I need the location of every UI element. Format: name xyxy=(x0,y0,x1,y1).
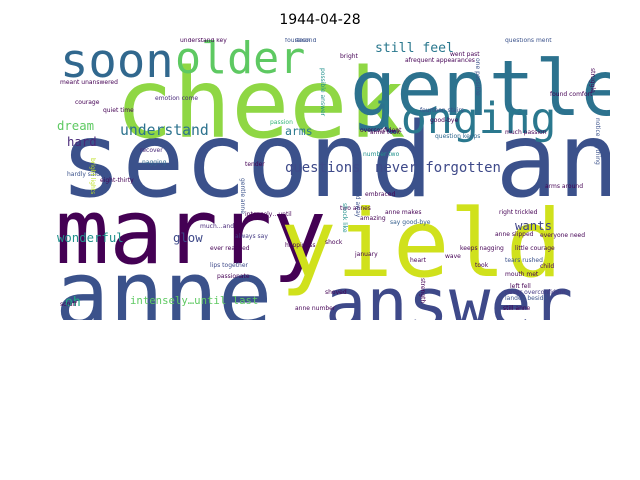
word-eight-thirty: eight-thirty xyxy=(100,177,134,184)
word-ever-reached: ever reached xyxy=(210,245,250,252)
word-meant-unanswered: meant unanswered xyxy=(60,79,118,86)
word-took: took xyxy=(475,262,489,269)
word-right-trickled: right trickled xyxy=(499,209,538,216)
word-scruff: scruff xyxy=(60,301,77,308)
word-understand-key: understand key xyxy=(180,38,227,44)
word-anne: anne xyxy=(55,242,273,320)
word-embraced: embraced xyxy=(365,191,396,198)
word-shock-like: shock like xyxy=(341,203,348,233)
word-tender: tender xyxy=(245,161,265,168)
word-gentle: gentle xyxy=(350,45,610,134)
word-number-two: number two xyxy=(363,151,400,158)
word-intensely-until: intensely…until xyxy=(245,211,292,218)
word-much-passion: much passion xyxy=(505,129,547,136)
word-anne-slipped: anne slipped xyxy=(495,231,534,238)
word-landed-beside: landed beside xyxy=(505,295,548,302)
word-longing: longing xyxy=(375,94,557,144)
word-question-keeps: question keeps xyxy=(435,133,481,140)
word-happiness: happiness xyxy=(285,242,316,249)
word-keeps-nagging: keeps nagging xyxy=(460,245,504,252)
word-anne-took: anne took xyxy=(370,129,401,136)
word-answer: answer xyxy=(325,264,573,320)
word-tears-rushed: tears rushed xyxy=(505,257,543,264)
word-bright: bright xyxy=(340,53,358,60)
word-say-good-bye: say good-bye xyxy=(390,219,431,226)
word-hardly-said: hardly said xyxy=(67,171,101,178)
word-child: child xyxy=(540,263,555,270)
word-yield: yield xyxy=(280,190,563,299)
word-everyone-need: everyone need xyxy=(540,232,586,239)
word-strength: strength xyxy=(419,278,426,304)
chart-title: 1944-04-28 xyxy=(279,12,361,28)
word-questions-ment: questions ment xyxy=(505,38,552,44)
word-good-bye: good-bye xyxy=(430,117,459,124)
word-possible-answer: possible answer xyxy=(319,68,326,117)
word-january: january xyxy=(355,251,378,258)
word-questions: questions xyxy=(285,160,361,176)
word-hard: hard xyxy=(67,135,97,149)
word-anne-makes: anne makes xyxy=(385,209,422,216)
word-glow: glow xyxy=(173,231,203,245)
word-heart: heart xyxy=(410,257,426,264)
word-still-feel: still feel xyxy=(375,41,454,56)
word-emotion-come: emotion come xyxy=(155,95,199,102)
word-never-overconfident: never overconfident xyxy=(505,289,566,296)
word-shoved: shoved xyxy=(325,289,347,296)
word-understand: understand xyxy=(120,122,209,139)
word-struggle: struggle xyxy=(589,68,596,93)
word-anne-number: anne number xyxy=(295,305,336,312)
word-intensely-until-last: intensely…until last xyxy=(130,294,259,307)
word-arms-around: arms around xyxy=(545,183,584,190)
word-overconfident: overconfident xyxy=(360,127,402,134)
word-second: second xyxy=(295,38,317,44)
word-two-annes: two annes xyxy=(340,205,371,212)
word-wonderful: wonderful xyxy=(57,231,124,245)
word-always-say: always say xyxy=(235,233,268,240)
word-fourteen-stairs: fourteen stairs xyxy=(420,107,464,114)
word-wave: wave xyxy=(445,253,461,260)
word-amazing: amazing xyxy=(360,215,386,222)
word-wants: wants xyxy=(515,219,553,233)
word-oh: oh xyxy=(65,295,81,310)
word-soon: soon xyxy=(60,38,174,89)
word-found-comfort: found comfort xyxy=(550,91,593,98)
word-dream: dream xyxy=(57,119,95,133)
word-little-courage: little courage xyxy=(515,245,555,252)
word-courage: courage xyxy=(75,99,100,106)
word-arms: arms xyxy=(285,124,313,138)
word-notice-anything: notice anything xyxy=(594,118,601,165)
word-quiet-time: quiet time xyxy=(103,107,134,114)
word-recover: recover xyxy=(140,147,163,154)
word-much-and: much…and xyxy=(200,223,235,230)
word-passionate: passionate xyxy=(217,273,250,280)
word-afrequent-appearances: afrequent appearances xyxy=(405,57,475,64)
word-still-anne: still anne xyxy=(503,305,531,312)
word-passion: passion xyxy=(270,119,293,126)
word-second-anne: second anne xyxy=(60,101,610,221)
word-mouth-met: mouth met xyxy=(505,271,539,278)
word-went-past: went past xyxy=(450,51,480,58)
word-shock: shock xyxy=(325,239,343,246)
word-older: older xyxy=(175,38,306,84)
word-bright-lights: bright lights xyxy=(89,158,96,195)
word-gentle-anne: gentle anne xyxy=(239,178,246,214)
word-marry: marry xyxy=(55,180,327,285)
word-fourteen: fourteen xyxy=(285,38,311,44)
word-cheek: cheek xyxy=(115,47,406,160)
word-never-forgotten: never forgotten xyxy=(375,160,501,176)
word-nagging: nagging xyxy=(142,159,167,166)
word-lips-together: lips together xyxy=(210,262,249,269)
word-left-fell: left fell xyxy=(510,283,531,290)
word-slipped-away: slipped away xyxy=(354,178,361,218)
